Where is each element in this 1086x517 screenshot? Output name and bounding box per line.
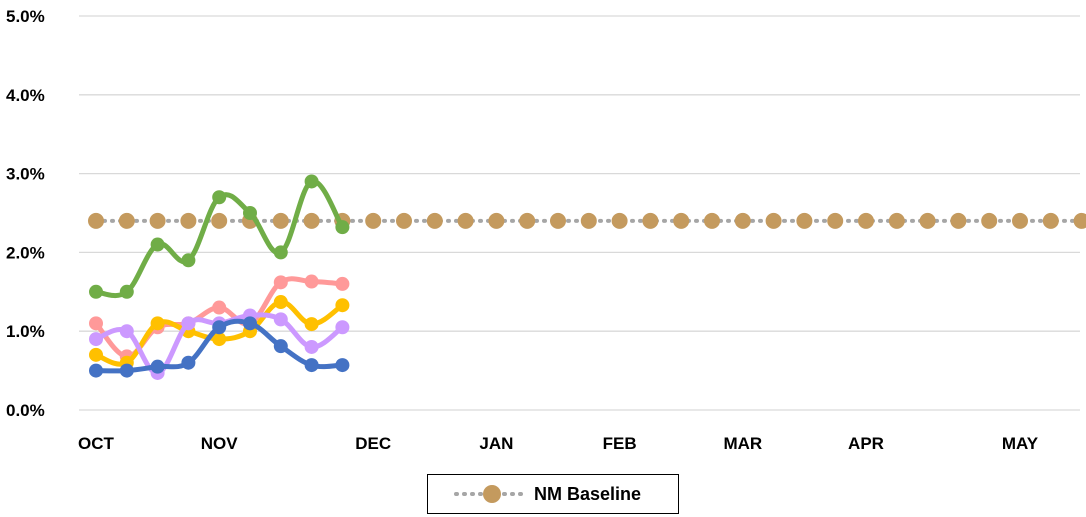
data-point xyxy=(457,212,474,229)
data-point xyxy=(888,212,905,229)
data-point xyxy=(150,359,165,374)
legend-label-nm-baseline: NM Baseline xyxy=(534,484,642,504)
data-point xyxy=(519,212,536,229)
data-point xyxy=(119,324,134,339)
data-point xyxy=(919,212,936,229)
data-point xyxy=(981,212,998,229)
data-point xyxy=(212,332,227,347)
y-tick-label: 1.0% xyxy=(6,322,45,341)
data-point xyxy=(304,174,319,189)
y-axis-ticks: 0.0% 1.0% 2.0% 3.0% 4.0% 5.0% xyxy=(6,7,45,420)
data-point xyxy=(180,212,197,229)
data-point xyxy=(243,316,257,331)
data-point xyxy=(119,284,134,299)
series-5 xyxy=(89,316,350,378)
data-point xyxy=(335,220,350,235)
data-point xyxy=(272,212,289,229)
series-1 xyxy=(89,174,350,299)
data-point xyxy=(488,212,505,229)
data-point xyxy=(211,212,228,229)
data-point xyxy=(426,212,443,229)
data-point xyxy=(550,212,566,229)
data-point xyxy=(88,212,104,229)
data-point xyxy=(149,212,166,229)
data-point xyxy=(89,332,103,347)
data-point xyxy=(181,253,196,268)
data-point xyxy=(1073,212,1086,229)
data-point xyxy=(1042,212,1059,229)
data-point xyxy=(89,363,103,378)
y-tick-label: 4.0% xyxy=(6,86,45,105)
data-point xyxy=(365,212,382,229)
data-point xyxy=(181,355,196,370)
data-point xyxy=(212,320,227,335)
data-point xyxy=(642,212,659,229)
data-point xyxy=(212,300,227,315)
x-tick-label: APR xyxy=(848,434,884,453)
legend: NM Baseline xyxy=(427,474,679,514)
legend-swatch-nm-baseline xyxy=(454,485,530,503)
data-point xyxy=(796,212,813,229)
data-point xyxy=(119,363,134,378)
data-point xyxy=(827,212,844,229)
y-tick-label: 3.0% xyxy=(6,165,45,184)
data-point xyxy=(304,339,319,354)
data-point xyxy=(150,316,165,331)
data-point xyxy=(273,339,288,354)
data-point xyxy=(273,245,288,260)
data-point xyxy=(734,212,751,229)
data-point xyxy=(765,212,782,229)
data-point xyxy=(950,212,967,229)
data-point xyxy=(212,190,227,205)
x-tick-label: OCT xyxy=(78,434,115,453)
x-tick-label: JAN xyxy=(479,434,513,453)
data-point xyxy=(150,237,165,252)
x-tick-label: DEC xyxy=(355,434,391,453)
data-point xyxy=(335,298,350,313)
y-tick-label: 2.0% xyxy=(6,243,45,262)
data-point xyxy=(273,295,288,310)
y-tick-label: 0.0% xyxy=(6,401,45,420)
data-point xyxy=(89,347,103,362)
data-point xyxy=(304,317,319,332)
data-point xyxy=(673,212,690,229)
series-0 xyxy=(88,212,1086,229)
gridlines xyxy=(79,15,1080,411)
data-point xyxy=(858,212,874,229)
y-tick-label: 5.0% xyxy=(6,7,45,26)
data-point xyxy=(89,284,103,299)
data-point xyxy=(304,358,319,373)
data-point xyxy=(243,206,257,220)
x-tick-label: MAR xyxy=(723,434,762,453)
data-point xyxy=(335,276,350,291)
data-point xyxy=(611,212,628,229)
data-point xyxy=(89,316,103,331)
data-point xyxy=(335,358,350,373)
data-point xyxy=(704,212,720,229)
data-point xyxy=(273,275,288,290)
data-point xyxy=(118,212,135,229)
data-point xyxy=(304,274,319,289)
data-point xyxy=(580,212,597,229)
data-point xyxy=(335,320,350,335)
x-axis-ticks: OCT NOV DEC JAN FEB MAR APR MAY xyxy=(78,434,1039,453)
line-chart: 0.0% 1.0% 2.0% 3.0% 4.0% 5.0% OCT NOV DEC JAN FEB… xyxy=(6,7,1086,453)
series-group xyxy=(88,174,1086,380)
data-point xyxy=(273,312,288,327)
data-point xyxy=(181,316,196,331)
data-point xyxy=(303,212,320,229)
x-tick-label: FEB xyxy=(603,434,637,453)
data-point xyxy=(1012,212,1028,229)
series-3 xyxy=(89,295,350,370)
x-tick-label: NOV xyxy=(201,434,239,453)
x-tick-label: MAY xyxy=(1002,434,1039,453)
data-point xyxy=(396,212,412,229)
